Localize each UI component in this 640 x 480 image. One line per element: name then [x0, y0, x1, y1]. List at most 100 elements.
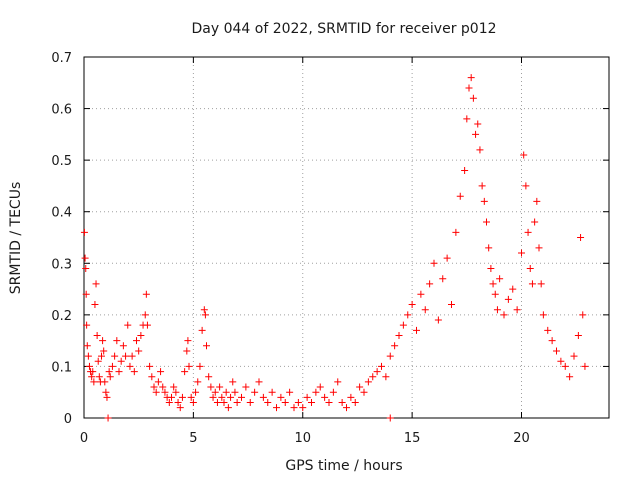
data-point — [373, 368, 381, 376]
data-point — [100, 347, 108, 355]
data-point — [268, 388, 276, 396]
data-point — [83, 321, 91, 329]
data-point — [553, 347, 560, 355]
data-point — [465, 84, 473, 92]
data-point — [378, 362, 385, 370]
data-point — [92, 280, 100, 288]
chart-title: Day 044 of 2022, SRMTID for receiver p01… — [191, 21, 496, 37]
data-point — [91, 301, 99, 309]
data-point — [189, 399, 197, 407]
data-point — [312, 388, 320, 396]
data-point — [448, 301, 455, 309]
data-point — [200, 306, 208, 314]
data-point — [201, 311, 209, 319]
data-point — [500, 311, 508, 319]
data-point — [233, 399, 241, 407]
data-point — [137, 331, 145, 339]
plot-frame — [83, 56, 610, 419]
data-point — [461, 166, 469, 174]
data-point — [472, 130, 480, 138]
data-point — [273, 404, 280, 412]
data-point — [104, 414, 112, 422]
data-point — [480, 197, 488, 205]
data-point — [115, 368, 123, 376]
data-point — [224, 404, 232, 412]
data-point — [421, 306, 429, 314]
data-point — [198, 326, 206, 334]
data-point — [183, 347, 191, 355]
data-point — [124, 321, 132, 329]
data-point — [148, 373, 156, 381]
data-point — [493, 306, 501, 314]
data-point — [231, 388, 239, 396]
data-point — [88, 373, 96, 381]
data-point — [218, 393, 226, 401]
data-point — [203, 342, 210, 350]
data-point — [242, 383, 250, 391]
x-tick-label: 15 — [404, 431, 421, 446]
data-point — [122, 352, 130, 360]
data-point — [570, 352, 578, 360]
data-point — [187, 393, 195, 401]
data-point — [518, 249, 525, 257]
data-point — [81, 254, 89, 262]
data-point — [196, 362, 204, 370]
data-point — [557, 357, 565, 365]
data-point — [408, 301, 416, 309]
data-point — [184, 337, 192, 345]
data-point — [130, 368, 138, 376]
data-point — [194, 378, 202, 386]
data-point — [154, 378, 162, 386]
x-axis-label: GPS time / hours — [285, 458, 402, 474]
data-point — [103, 393, 111, 401]
data-point — [133, 337, 140, 345]
data-point — [577, 234, 585, 241]
data-point — [286, 388, 294, 396]
data-point — [579, 311, 587, 319]
data-point — [213, 399, 221, 407]
data-point — [126, 362, 134, 370]
data-point — [539, 311, 547, 319]
data-point — [417, 290, 425, 298]
data-point — [356, 383, 364, 391]
data-point — [513, 306, 521, 314]
data-point — [561, 362, 569, 370]
data-point — [117, 357, 125, 365]
data-point — [150, 383, 158, 391]
data-point — [83, 342, 91, 350]
y-tick-label: 0.7 — [51, 51, 72, 66]
y-tick-label: 0.2 — [51, 309, 72, 324]
data-point — [259, 393, 267, 401]
data-point — [141, 311, 149, 319]
data-point — [531, 218, 539, 226]
data-point — [222, 388, 230, 396]
data-point — [89, 368, 97, 376]
data-point — [95, 373, 103, 381]
data-point — [251, 388, 259, 396]
x-tick-label: 5 — [189, 431, 197, 446]
data-point — [157, 368, 165, 376]
data-point — [105, 368, 113, 376]
y-tick-label: 0.5 — [51, 154, 72, 169]
data-point — [229, 378, 237, 386]
data-point — [382, 373, 390, 381]
data-point — [246, 399, 254, 407]
data-point — [101, 378, 109, 386]
data-point — [185, 362, 193, 370]
data-point — [102, 388, 110, 396]
data-point — [165, 399, 173, 407]
data-point — [509, 285, 517, 293]
data-point — [98, 352, 105, 360]
data-point — [535, 244, 543, 252]
data-point — [321, 393, 329, 401]
y-axis-label: SRMTID / TECUs — [8, 182, 24, 295]
data-point — [161, 388, 169, 396]
data-point — [474, 120, 482, 128]
data-point — [216, 383, 224, 391]
data-point — [111, 352, 119, 360]
data-point — [135, 347, 143, 355]
data-point — [533, 197, 541, 205]
data-point — [211, 388, 219, 396]
data-point — [404, 311, 412, 319]
data-point — [566, 373, 574, 381]
